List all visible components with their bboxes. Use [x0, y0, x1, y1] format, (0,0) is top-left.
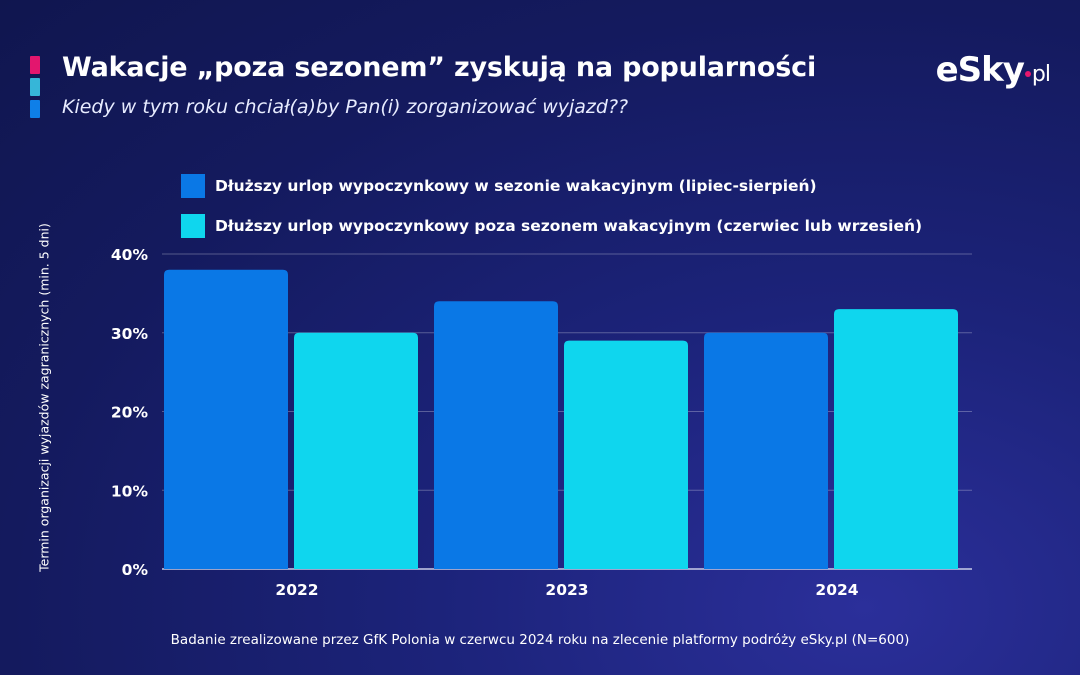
bar [834, 309, 958, 569]
x-tick-label: 2023 [545, 581, 588, 599]
chart-subtitle: Kiedy w tym roku chciał(a)by Pan(i) zorg… [62, 96, 629, 118]
esky-logo: eSky pl [935, 50, 1051, 90]
logo-letter-e: e [935, 50, 959, 90]
legend-label-in-season: Dłuższy urlop wypoczynkowy w sezonie wak… [215, 177, 817, 195]
legend: Dłuższy urlop wypoczynkowy w sezonie wak… [181, 174, 922, 254]
y-tick-label: 30% [111, 325, 149, 343]
logo-tld: pl [1031, 62, 1051, 87]
accent-bar-pink [30, 56, 40, 74]
logo-brand: Sky [957, 50, 1025, 90]
logo-dot-icon [1024, 71, 1031, 77]
y-tick-label: 40% [111, 246, 149, 264]
bar [294, 332, 418, 569]
source-note: Badanie zrealizowane przez GfK Polonia w… [170, 632, 910, 648]
bar [434, 301, 558, 569]
legend-item-in-season: Dłuższy urlop wypoczynkowy w sezonie wak… [181, 174, 922, 198]
bar [164, 269, 288, 569]
x-tick-label: 2024 [815, 581, 858, 599]
accent-bars [30, 56, 40, 122]
x-tick-label: 2022 [275, 581, 318, 599]
legend-swatch-in-season [181, 174, 205, 198]
legend-swatch-off-season [181, 214, 205, 238]
legend-item-off-season: Dłuższy urlop wypoczynkowy poza sezonem … [181, 214, 922, 238]
accent-bar-teal [30, 78, 40, 96]
y-tick-label: 20% [111, 404, 149, 422]
accent-bar-blue [30, 100, 40, 118]
y-tick-label: 0% [122, 561, 149, 579]
bar [564, 340, 688, 569]
bar [704, 332, 828, 569]
y-tick-label: 10% [111, 482, 149, 500]
chart-title: Wakacje „poza sezonem” zyskują na popula… [62, 52, 816, 83]
legend-label-off-season: Dłuższy urlop wypoczynkowy poza sezonem … [215, 217, 923, 235]
